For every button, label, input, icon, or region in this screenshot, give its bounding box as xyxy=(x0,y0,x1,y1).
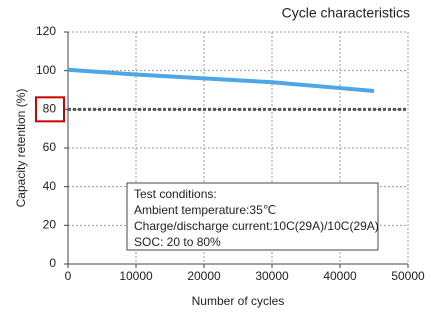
y-tick-label: 40 xyxy=(43,179,57,193)
y-tick-label: 120 xyxy=(36,24,56,38)
annotation-text: Charge/discharge current:10C(29A)/10C(29… xyxy=(134,219,379,233)
annotation-box xyxy=(126,182,379,251)
chart-title: Cycle characteristics xyxy=(282,5,410,21)
tick-highlight xyxy=(35,96,65,123)
x-tick-label: 10000 xyxy=(119,269,153,283)
annotation-text: Test conditions: xyxy=(134,187,217,201)
data-line xyxy=(67,67,375,93)
x-tick-label: 40000 xyxy=(323,269,357,283)
annotation-text: SOC: 20 to 80% xyxy=(134,235,221,249)
x-axis-label: Number of cycles xyxy=(192,294,285,308)
y-tick-label: 80 xyxy=(43,102,57,116)
y-tick-label: 0 xyxy=(49,256,56,270)
annotation-text: Ambient temperature:35℃ xyxy=(134,203,276,217)
x-tick-label: 20000 xyxy=(187,269,221,283)
x-tick-label: 30000 xyxy=(255,269,289,283)
y-tick-label: 60 xyxy=(43,140,57,154)
y-axis-label: Capacity retention (%) xyxy=(14,89,28,208)
y-tick-label: 100 xyxy=(36,63,56,77)
y-tick-label: 20 xyxy=(43,218,57,232)
x-tick-label: 0 xyxy=(65,269,72,283)
x-tick-label: 50000 xyxy=(391,269,425,283)
